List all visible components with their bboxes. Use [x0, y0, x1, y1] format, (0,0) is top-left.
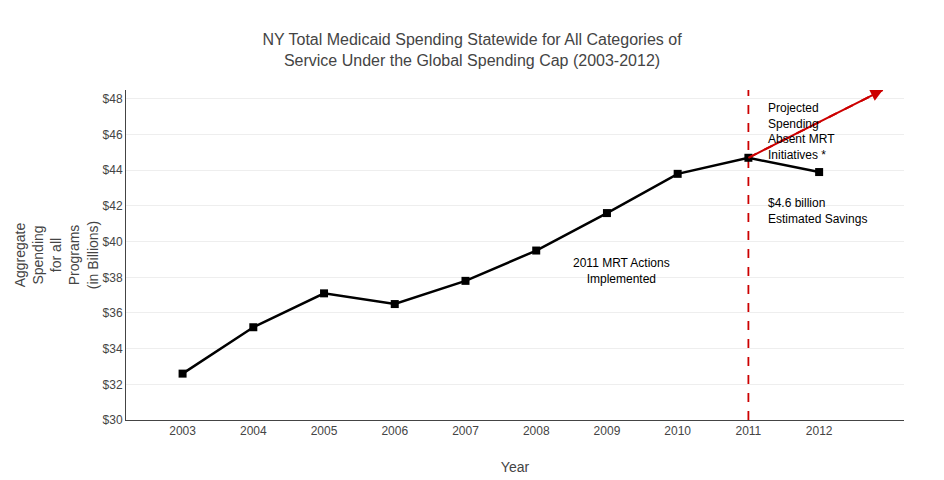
svg-text:AggregateSpendingfor allProgra: AggregateSpendingfor allPrograms(in Bill… [12, 221, 101, 289]
svg-text:ProjectedSpendingAbsent MRTIni: ProjectedSpendingAbsent MRTInitiatives * [768, 101, 835, 162]
svg-text:2004: 2004 [240, 424, 267, 438]
svg-text:2012: 2012 [806, 424, 833, 438]
svg-text:Year: Year [501, 459, 530, 475]
svg-text:2010: 2010 [664, 424, 691, 438]
svg-text:$30: $30 [103, 413, 123, 427]
svg-text:$38: $38 [103, 271, 123, 285]
svg-text:$48: $48 [103, 92, 123, 106]
svg-text:2009: 2009 [594, 424, 621, 438]
svg-text:NY Total Medicaid Spending Sta: NY Total Medicaid Spending Statewide for… [262, 31, 682, 69]
svg-text:$4.6 billionEstimated Savings: $4.6 billionEstimated Savings [768, 196, 867, 226]
svg-text:2005: 2005 [311, 424, 338, 438]
svg-text:2011: 2011 [735, 424, 761, 438]
svg-text:$36: $36 [103, 306, 123, 320]
svg-text:$40: $40 [103, 235, 123, 249]
svg-text:2008: 2008 [523, 424, 550, 438]
svg-text:$42: $42 [103, 199, 123, 213]
svg-text:$46: $46 [103, 128, 123, 142]
svg-text:2011 MRT ActionsImplemented: 2011 MRT ActionsImplemented [573, 256, 670, 286]
svg-text:$34: $34 [103, 342, 123, 356]
svg-text:2003: 2003 [169, 424, 196, 438]
svg-text:$32: $32 [103, 378, 123, 392]
svg-text:2006: 2006 [381, 424, 408, 438]
svg-text:$44: $44 [103, 163, 123, 177]
svg-text:2007: 2007 [452, 424, 479, 438]
